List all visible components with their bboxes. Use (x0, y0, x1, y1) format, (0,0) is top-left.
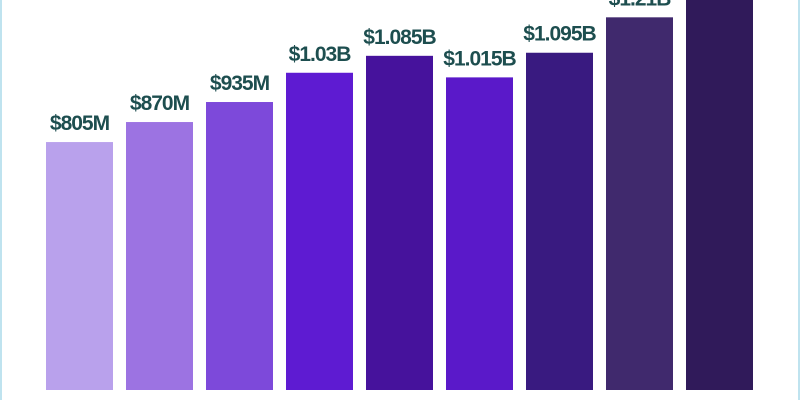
bar (686, 0, 753, 390)
bar (126, 122, 193, 390)
bar (366, 55, 433, 390)
value-label: $1.095B (523, 23, 596, 46)
bar (526, 52, 593, 391)
value-label: $1.21B (609, 0, 672, 10)
value-label: $935M (210, 72, 270, 95)
value-label: $1.085B (363, 26, 436, 49)
value-label: $1.015B (443, 47, 516, 70)
bar (606, 17, 673, 390)
value-label: $870M (130, 92, 190, 115)
value-label: $1.03B (289, 43, 352, 66)
value-label: $805M (50, 112, 110, 135)
bar (446, 77, 513, 390)
bar (46, 142, 113, 390)
bar (286, 72, 353, 390)
bar (206, 102, 273, 391)
